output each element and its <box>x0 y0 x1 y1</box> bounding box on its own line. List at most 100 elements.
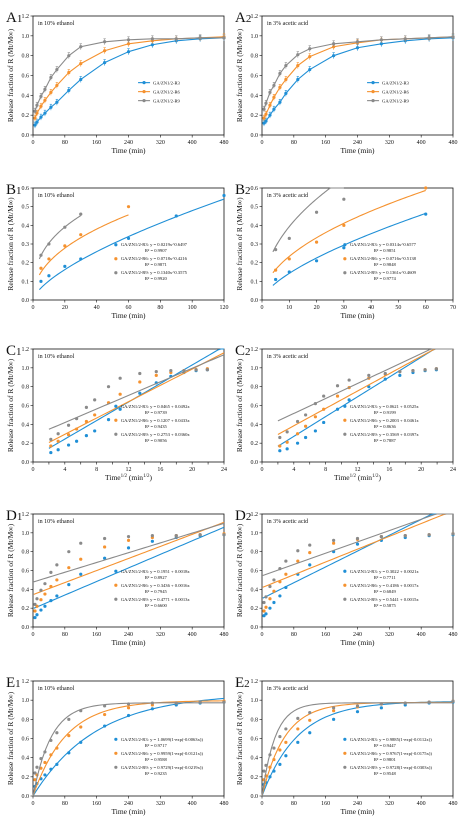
legend-label: GA/ZN1/2-R6: y = 0.3436 + 0.0016x <box>121 583 191 588</box>
data-point <box>272 578 276 582</box>
legend-label: GA/ZN1/2-R9: y = 0.4771 + 0.0013x <box>121 597 191 602</box>
data-point <box>154 373 158 377</box>
y-tick-label: 0.6 <box>251 404 259 410</box>
data-point <box>56 439 60 443</box>
data-point <box>75 417 79 421</box>
legend-label: R² = 0.9920 <box>145 276 168 281</box>
y-tick-label: 0.3 <box>251 242 259 248</box>
data-point <box>278 85 282 89</box>
data-point <box>49 584 53 589</box>
data-point <box>295 419 300 424</box>
data-point <box>383 371 387 376</box>
legend-label: GA/ZN1/2-R9 <box>382 99 409 104</box>
panel-label: E2 <box>235 675 250 691</box>
data-point <box>272 757 276 762</box>
series-R9 <box>38 212 83 260</box>
y-tick-label: 0.6 <box>251 737 259 743</box>
y-tick-label: 0.8 <box>22 385 30 391</box>
y-tick-label: 0.4 <box>251 587 259 593</box>
data-point <box>278 71 282 76</box>
y-tick-label: 0.4 <box>22 93 30 99</box>
y-tick-label: 0.0 <box>22 794 30 800</box>
data-point <box>79 233 83 237</box>
data-point <box>67 583 71 587</box>
legend-label: R² = 0.6600 <box>145 603 168 608</box>
data-point <box>268 90 272 94</box>
y-axis-title: Release fraction of R (Mt/M∞) <box>6 28 15 122</box>
data-point <box>398 370 402 374</box>
solvent-label: in 10% ethanol <box>38 519 75 525</box>
y-tick-label: 1.0 <box>251 366 259 372</box>
data-point <box>49 75 53 80</box>
legend-swatch-marker <box>343 418 347 422</box>
data-point <box>39 104 43 108</box>
data-point <box>264 605 268 609</box>
solvent-label: in 3% acetic acid <box>267 519 308 525</box>
data-point <box>56 448 60 452</box>
data-point <box>67 566 71 570</box>
series-R9 <box>33 522 226 607</box>
data-point <box>39 253 43 257</box>
series-R3 <box>261 700 455 797</box>
series-R6 <box>32 699 226 797</box>
legend-label: R² = 0.9739 <box>145 410 168 415</box>
chart-panel-A1: 0 80 160 240 320 400 480 0.0 0.2 0.4 0.6 0.8 1.0 1.2 T… <box>6 10 229 155</box>
data-point <box>150 37 154 41</box>
x-tick-label: 240 <box>353 632 362 638</box>
legend-label: R² = 0.9717 <box>145 743 168 748</box>
data-point <box>272 83 276 88</box>
data-point <box>264 119 268 123</box>
data-point <box>43 750 47 754</box>
x-tick-label: 320 <box>385 140 394 146</box>
series-R3 <box>277 348 453 453</box>
x-tick-label: 320 <box>156 801 165 807</box>
y-tick-label: 0.2 <box>22 113 30 119</box>
data-point <box>150 534 154 538</box>
panel-label: C1 <box>6 343 22 359</box>
solvent-label: in 3% acetic acid <box>267 354 308 360</box>
legend-swatch-marker <box>343 765 347 769</box>
series-R9 <box>48 354 225 441</box>
y-tick-label: 0.1 <box>251 279 259 285</box>
data-point <box>287 257 291 261</box>
x-tick-label: 400 <box>417 801 426 807</box>
data-point <box>126 538 131 542</box>
y-tick-label: 0.2 <box>22 441 30 447</box>
data-point <box>55 67 59 72</box>
y-tick-label: 0.6 <box>251 74 259 80</box>
y-tick-label: 0.4 <box>251 422 259 428</box>
x-tick-label: 12 <box>126 467 132 473</box>
y-tick-label: 1.2 <box>22 347 30 353</box>
data-point <box>268 775 272 779</box>
data-point <box>35 111 39 115</box>
y-axis-title: Release fraction of R (Mt/M∞) <box>235 197 244 291</box>
data-point <box>79 725 83 729</box>
data-point <box>55 100 59 104</box>
data-point <box>126 546 131 550</box>
data-point <box>43 592 47 596</box>
data-point <box>35 597 39 601</box>
fit-line <box>261 702 453 797</box>
x-tick-label: 400 <box>188 632 197 638</box>
legend: GA/ZN1/2-R3: y = 1.0699(1-exp(-0.0063x))… <box>114 737 203 776</box>
data-point <box>126 205 131 209</box>
data-point <box>332 709 336 713</box>
legend-label: GA/ZN1/2-R9 <box>153 99 180 104</box>
x-axis-title: Time (min) <box>111 311 146 320</box>
data-point <box>268 584 272 589</box>
plot-frame <box>261 15 454 136</box>
x-tick-label: 320 <box>156 632 165 638</box>
data-point <box>403 701 407 705</box>
data-point <box>379 38 383 42</box>
y-tick-label: 0.6 <box>22 569 30 575</box>
data-point <box>296 727 300 731</box>
y-tick-label: 0.8 <box>251 550 259 556</box>
data-point <box>138 391 142 395</box>
data-point <box>268 597 272 601</box>
y-tick-label: 0.8 <box>22 550 30 556</box>
fit-line <box>38 198 225 291</box>
y-axis-title: Release fraction of R (Mt/M∞) <box>6 523 15 617</box>
data-point <box>313 402 318 406</box>
data-point <box>274 268 278 272</box>
data-point <box>314 259 319 263</box>
